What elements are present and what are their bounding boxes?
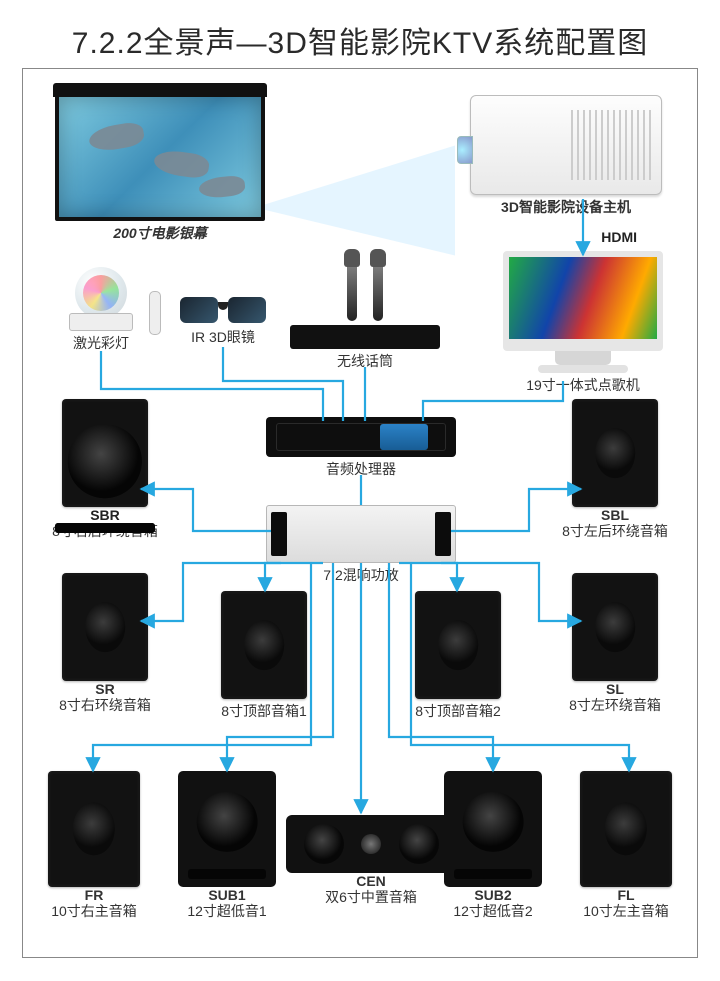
sbl-cap: 8寸左后环绕音箱 [555,523,675,541]
sbr-code: SBR [45,507,165,523]
node-mic: 无线话筒 [285,259,445,371]
fl-cap: 10寸左主音箱 [571,903,681,921]
center-icon [286,815,456,873]
touch-caption: 19寸一体式点歌机 [493,377,673,395]
sub1-code: SUB1 [167,887,287,903]
node-sbr: SBR 8寸右后环绕音箱 [45,399,165,541]
sr-code: SR [45,681,165,697]
top1-cap: 8寸顶部音箱1 [199,703,329,721]
fr-code: FR [39,887,149,903]
touch-icon [503,251,663,373]
node-amp: 7.2混响功放 [266,505,456,585]
screen-caption: 200寸电影银幕 [45,225,275,243]
speaker-icon [572,573,658,681]
page-title: 7.2.2全景声—3D智能影院KTV系统配置图 [0,18,720,62]
diagram-frame: 200寸电影银幕 3D智能影院设备主机 HDMI 激光彩灯 IR 3D眼镜 无线… [22,68,698,958]
node-touch: 19寸一体式点歌机 [493,251,673,395]
node-sr: SR 8寸右环绕音箱 [45,573,165,715]
amp-icon [266,505,456,563]
node-glasses: IR 3D眼镜 [169,291,277,347]
fl-code: FL [571,887,681,903]
processor-icon [266,417,456,457]
processor-caption: 音频处理器 [266,461,456,479]
sub2-code: SUB2 [433,887,553,903]
speaker-icon [48,771,140,887]
sub1-cap: 12寸超低音1 [167,903,287,921]
node-sbl: SBL 8寸左后环绕音箱 [555,399,675,541]
mic-icon [290,259,440,349]
node-top2: 8寸顶部音箱2 [393,591,523,721]
projector-beam [255,146,455,263]
node-laser: 激光彩灯 [47,267,155,353]
node-processor: 音频处理器 [266,417,456,479]
hdmi-label: HDMI [601,229,637,245]
sl-cap: 8寸左环绕音箱 [555,697,675,715]
node-sub1: SUB1 12寸超低音1 [167,771,287,921]
speaker-icon [221,591,307,699]
speaker-icon [62,573,148,681]
node-projector: 3D智能影院设备主机 [461,95,671,217]
node-fl: FL 10寸左主音箱 [571,771,681,921]
laser-icon [61,267,141,331]
speaker-icon [572,399,658,507]
node-sub2: SUB2 12寸超低音2 [433,771,553,921]
laser-caption: 激光彩灯 [47,335,155,353]
projector-icon [470,95,662,195]
sub-icon [444,771,542,887]
screen-icon [55,93,265,221]
sr-cap: 8寸右环绕音箱 [45,697,165,715]
speaker-icon [580,771,672,887]
sub-icon [178,771,276,887]
sbl-code: SBL [555,507,675,523]
projector-caption: 3D智能影院设备主机 [461,199,671,217]
amp-caption: 7.2混响功放 [266,567,456,585]
node-top1: 8寸顶部音箱1 [199,591,329,721]
top2-cap: 8寸顶部音箱2 [393,703,523,721]
speaker-icon [415,591,501,699]
sub2-cap: 12寸超低音2 [433,903,553,921]
node-fr: FR 10寸右主音箱 [39,771,149,921]
fr-cap: 10寸右主音箱 [39,903,149,921]
glasses-icon [180,291,266,325]
glasses-caption: IR 3D眼镜 [169,329,277,347]
node-screen: 200寸电影银幕 [45,93,275,243]
mic-caption: 无线话筒 [285,353,445,371]
sl-code: SL [555,681,675,697]
node-sl: SL 8寸左环绕音箱 [555,573,675,715]
